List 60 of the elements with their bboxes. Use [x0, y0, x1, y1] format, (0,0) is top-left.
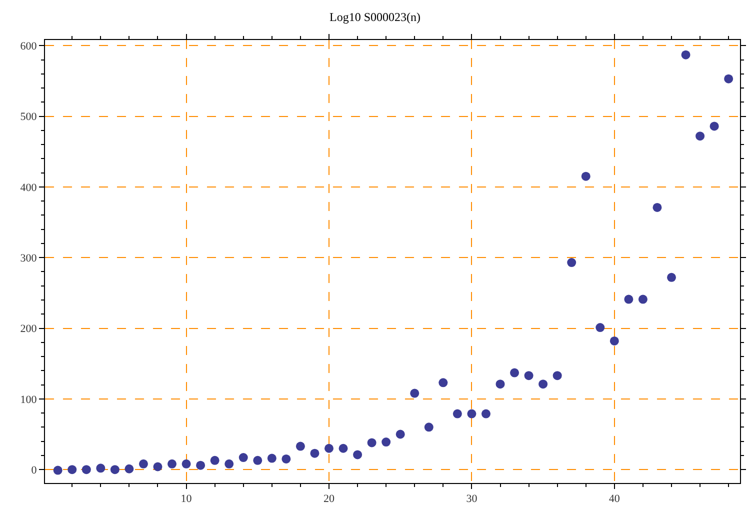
point	[538, 380, 548, 389]
point	[696, 132, 705, 141]
point	[510, 368, 520, 378]
point	[638, 294, 648, 304]
point	[567, 258, 576, 268]
point	[110, 465, 120, 474]
point	[652, 202, 662, 212]
x-tick-label: 20	[323, 493, 335, 506]
point	[353, 450, 362, 460]
point	[610, 336, 619, 346]
point	[681, 50, 690, 60]
point	[282, 454, 291, 464]
point	[168, 459, 177, 468]
point	[96, 464, 106, 473]
point	[153, 462, 162, 472]
point	[53, 466, 62, 475]
point	[182, 459, 191, 468]
point	[410, 388, 420, 398]
point	[296, 442, 305, 451]
y-tick-label: 400	[20, 182, 38, 194]
point	[310, 448, 320, 458]
point	[438, 378, 448, 388]
point	[424, 422, 434, 432]
point	[196, 460, 206, 470]
point	[224, 459, 234, 468]
x-tick-label: 40	[608, 493, 620, 506]
y-tick-label: 300	[20, 252, 38, 264]
point	[138, 459, 148, 468]
point	[524, 371, 534, 380]
point	[552, 371, 562, 380]
point	[238, 453, 248, 462]
y-tick-label: 200	[20, 323, 38, 336]
point	[481, 409, 490, 418]
point	[382, 438, 391, 447]
point	[267, 454, 276, 463]
y-tick-label: 600	[20, 40, 38, 52]
point	[724, 74, 734, 84]
point	[253, 456, 262, 465]
point	[452, 409, 462, 418]
point	[367, 438, 376, 448]
point	[324, 444, 334, 453]
x-tick-label: 30	[466, 493, 478, 506]
x-tick-label: 10	[180, 493, 192, 506]
point	[581, 172, 590, 181]
y-tick-label: 500	[20, 111, 38, 124]
point	[667, 272, 676, 282]
point	[124, 464, 134, 474]
chart-title: Log10 S000023(n)	[330, 10, 420, 24]
point	[596, 323, 605, 332]
y-tick-label: 100	[20, 394, 38, 406]
point	[396, 430, 405, 439]
point	[68, 465, 77, 474]
point	[624, 294, 634, 304]
point	[710, 122, 719, 131]
point	[82, 465, 91, 474]
point	[496, 380, 505, 389]
point	[210, 456, 220, 465]
point	[467, 409, 476, 418]
point	[338, 444, 348, 453]
y-tick-label: 0	[31, 464, 38, 476]
